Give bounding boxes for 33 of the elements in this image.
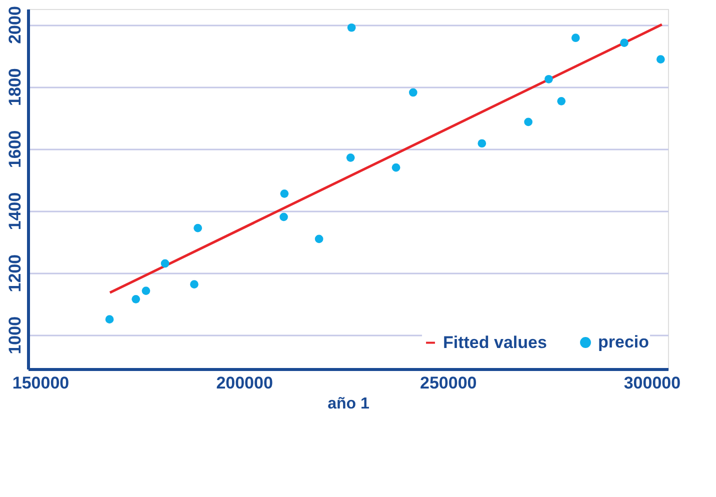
y-tick-label: 1800 bbox=[6, 68, 24, 106]
legend-label: Fitted values bbox=[443, 332, 547, 352]
point bbox=[408, 88, 418, 97]
point bbox=[620, 38, 628, 47]
point bbox=[194, 224, 202, 232]
x-tick-label: 150000 bbox=[12, 374, 70, 392]
y-tick-label: 1200 bbox=[6, 254, 24, 292]
point bbox=[571, 34, 580, 42]
point bbox=[544, 74, 553, 84]
legend-label: precio bbox=[598, 332, 650, 352]
point bbox=[280, 189, 289, 198]
x-tick-label: 250000 bbox=[420, 374, 477, 392]
point bbox=[347, 23, 356, 32]
point bbox=[346, 153, 355, 162]
point bbox=[392, 163, 400, 172]
point bbox=[160, 259, 170, 268]
point bbox=[132, 295, 140, 304]
y-tick-label: 2000 bbox=[6, 6, 24, 44]
x-tick-label: 200000 bbox=[216, 374, 273, 392]
x-tick-label: 300000 bbox=[624, 374, 681, 392]
y-tick-label: 1400 bbox=[6, 192, 24, 230]
y-tick-label: 1600 bbox=[6, 130, 24, 168]
point bbox=[190, 280, 198, 288]
y-tick-label: 1000 bbox=[6, 316, 24, 354]
point bbox=[557, 97, 566, 106]
point bbox=[656, 55, 665, 64]
point bbox=[524, 118, 532, 126]
point bbox=[142, 286, 150, 295]
point bbox=[314, 234, 324, 244]
point bbox=[280, 212, 288, 222]
point bbox=[105, 315, 114, 324]
x-axis-title: año 1 bbox=[328, 396, 370, 412]
point bbox=[478, 139, 486, 148]
